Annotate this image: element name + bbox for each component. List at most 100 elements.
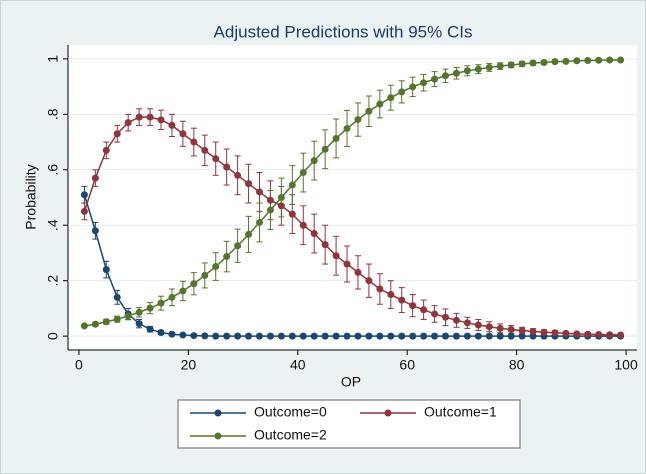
data-point (310, 332, 318, 340)
data-point (288, 210, 296, 218)
data-point (398, 296, 406, 304)
data-point (496, 324, 504, 332)
data-point (584, 330, 592, 338)
data-point (201, 332, 209, 340)
data-point (146, 325, 154, 333)
data-point (474, 321, 482, 329)
data-point (255, 188, 263, 196)
data-point (420, 332, 428, 340)
data-point (234, 171, 242, 179)
x-axis-label: OP (341, 374, 361, 390)
data-point (518, 60, 526, 68)
data-point (409, 83, 417, 91)
data-point (124, 312, 132, 320)
data-point (190, 138, 198, 146)
x-tick-label: 100 (614, 357, 638, 373)
data-point (91, 174, 99, 182)
legend-label: Outcome=2 (254, 427, 327, 443)
data-point (595, 330, 603, 338)
data-point (212, 332, 220, 340)
data-point (113, 293, 121, 301)
data-point (321, 241, 329, 249)
data-point (485, 323, 493, 331)
data-point (190, 332, 198, 340)
data-point (343, 260, 351, 268)
data-point (277, 332, 285, 340)
data-point (573, 330, 581, 338)
data-point (212, 155, 220, 163)
data-point (365, 107, 373, 115)
data-point (80, 191, 88, 199)
data-point (387, 332, 395, 340)
data-point (201, 271, 209, 279)
data-point (442, 313, 450, 321)
data-point (245, 180, 253, 188)
data-point (168, 121, 176, 129)
data-point (245, 332, 253, 340)
legend-marker (214, 409, 222, 417)
data-point (595, 56, 603, 64)
data-point (288, 181, 296, 189)
data-point (223, 332, 231, 340)
data-point (529, 327, 537, 335)
data-point (463, 332, 471, 340)
data-point (113, 315, 121, 323)
data-point (135, 320, 143, 328)
data-point (485, 63, 493, 71)
data-point (124, 119, 132, 127)
data-point (266, 206, 274, 214)
data-point (113, 130, 121, 138)
data-point (135, 308, 143, 316)
data-point (332, 252, 340, 260)
data-point (146, 113, 154, 121)
data-point (102, 266, 110, 274)
data-point (562, 329, 570, 337)
data-point (452, 332, 460, 340)
data-point (157, 299, 165, 307)
y-tick-label: .4 (45, 219, 61, 231)
data-point (80, 207, 88, 215)
legend (177, 399, 521, 449)
y-tick-label: .6 (45, 164, 61, 176)
data-point (442, 72, 450, 80)
data-point (606, 56, 614, 64)
data-point (135, 113, 143, 121)
data-point (474, 65, 482, 73)
data-point (551, 58, 559, 66)
data-point (223, 163, 231, 171)
data-point (321, 332, 329, 340)
data-point (409, 302, 417, 310)
plot-area (68, 45, 637, 350)
data-point (540, 328, 548, 336)
legend-label: Outcome=1 (424, 404, 497, 420)
data-point (179, 331, 187, 339)
data-point (562, 57, 570, 65)
data-point (442, 332, 450, 340)
y-tick-label: .2 (45, 275, 61, 287)
x-tick-label: 40 (290, 357, 306, 373)
data-point (266, 196, 274, 204)
data-point (540, 58, 548, 66)
data-point (255, 218, 263, 226)
data-point (463, 319, 471, 327)
data-point (354, 116, 362, 124)
chart-title: Adjusted Predictions with 95% CIs (214, 22, 473, 41)
data-point (387, 291, 395, 299)
data-point (310, 157, 318, 165)
data-point (573, 57, 581, 65)
data-point (452, 316, 460, 324)
data-point (168, 330, 176, 338)
data-point (431, 310, 439, 318)
data-point (299, 332, 307, 340)
data-point (168, 293, 176, 301)
data-point (190, 280, 198, 288)
data-point (179, 287, 187, 295)
data-point (179, 130, 187, 138)
data-point (365, 332, 373, 340)
data-point (234, 332, 242, 340)
data-point (354, 268, 362, 276)
data-point (157, 329, 165, 337)
data-point (551, 329, 559, 337)
data-point (485, 332, 493, 340)
